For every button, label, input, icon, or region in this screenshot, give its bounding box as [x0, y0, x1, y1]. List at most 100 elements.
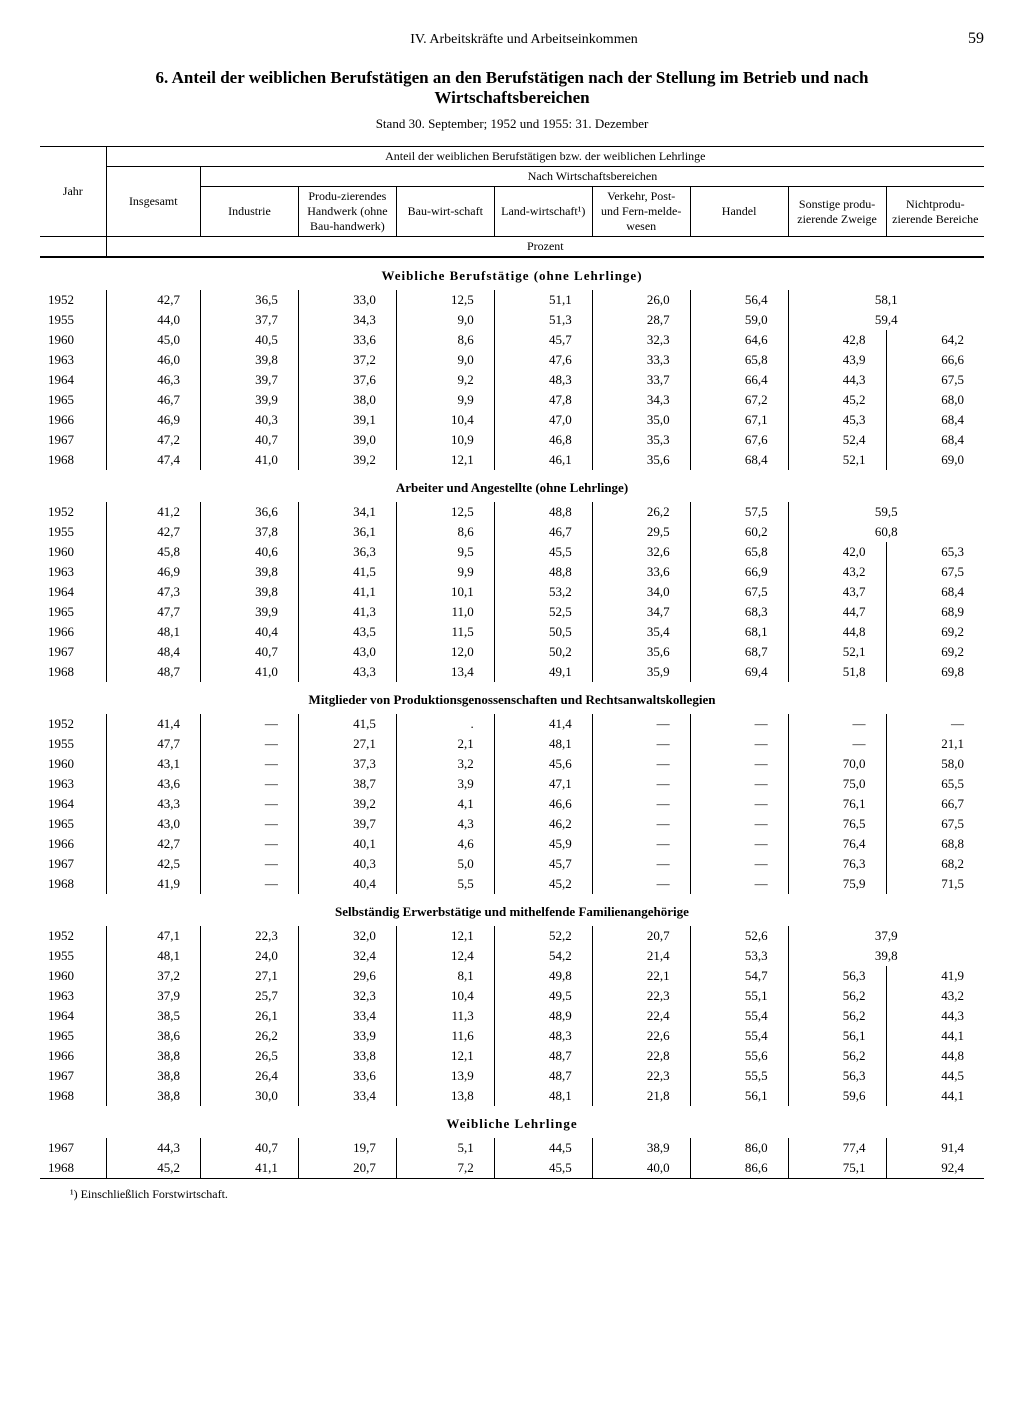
cell-value: 56,1	[788, 1026, 886, 1046]
footnote: ¹) Einschließlich Forstwirtschaft.	[40, 1187, 984, 1202]
table-row: 196841,9—40,45,545,2——75,971,5	[40, 874, 984, 894]
cell-value: —	[592, 754, 690, 774]
spanner-main: Anteil der weiblichen Berufstätigen bzw.…	[106, 147, 984, 167]
cell-value: 45,5	[494, 542, 592, 562]
cell-year: 1966	[40, 622, 106, 642]
cell-value: 56,3	[788, 1066, 886, 1086]
cell-value: 37,8	[200, 522, 298, 542]
cell-value: 67,2	[690, 390, 788, 410]
cell-year: 1955	[40, 734, 106, 754]
cell-value: 22,6	[592, 1026, 690, 1046]
cell-value: 41,9	[886, 966, 984, 986]
cell-year: 1964	[40, 794, 106, 814]
table-subtitle: Stand 30. September; 1952 und 1955: 31. …	[40, 116, 984, 132]
cell-value: —	[200, 854, 298, 874]
cell-value: 46,2	[494, 814, 592, 834]
table-row: 196045,040,533,68,645,732,364,642,864,2	[40, 330, 984, 350]
cell-value: 56,3	[788, 966, 886, 986]
cell-value: 65,5	[886, 774, 984, 794]
cell-value: 86,0	[690, 1138, 788, 1158]
cell-value: 46,7	[494, 522, 592, 542]
cell-value: 48,9	[494, 1006, 592, 1026]
cell-value: 68,2	[886, 854, 984, 874]
cell-year: 1960	[40, 754, 106, 774]
cell-value: 49,5	[494, 986, 592, 1006]
section-heading: Selbständig Erwerbstätige und mithelfend…	[40, 894, 984, 926]
chapter-title: IV. Arbeitskräfte und Arbeitseinkommen	[80, 32, 968, 48]
cell-insgesamt: 46,0	[106, 350, 200, 370]
cell-value: 33,0	[298, 290, 396, 310]
cell-year: 1963	[40, 562, 106, 582]
cell-value: 45,2	[788, 390, 886, 410]
cell-value: 66,6	[886, 350, 984, 370]
cell-value: 38,0	[298, 390, 396, 410]
table-row: 195547,7—27,12,148,1———21,1	[40, 734, 984, 754]
cell-value: 68,7	[690, 642, 788, 662]
cell-value: 21,8	[592, 1086, 690, 1106]
cell-value: 59,6	[788, 1086, 886, 1106]
table-row: 196443,3—39,24,146,6——76,166,7	[40, 794, 984, 814]
cell-value: —	[592, 814, 690, 834]
col-jahr: Jahr	[40, 147, 106, 237]
cell-year: 1952	[40, 502, 106, 522]
cell-value: —	[690, 774, 788, 794]
cell-value: 44,5	[494, 1138, 592, 1158]
cell-value: 40,3	[200, 410, 298, 430]
cell-year: 1966	[40, 1046, 106, 1066]
cell-value: 40,4	[200, 622, 298, 642]
cell-value: 67,6	[690, 430, 788, 450]
cell-insgesamt: 38,6	[106, 1026, 200, 1046]
cell-value: 38,9	[592, 1138, 690, 1158]
cell-year: 1952	[40, 926, 106, 946]
cell-value: 45,2	[494, 874, 592, 894]
cell-value: 27,1	[298, 734, 396, 754]
cell-value: 56,4	[690, 290, 788, 310]
cell-value: 65,3	[886, 542, 984, 562]
cell-value: 33,4	[298, 1006, 396, 1026]
cell-value: 44,3	[886, 1006, 984, 1026]
col-handel: Handel	[690, 187, 788, 237]
cell-value: 47,8	[494, 390, 592, 410]
cell-value: 44,1	[886, 1086, 984, 1106]
cell-value: 52,1	[788, 450, 886, 470]
cell-value: 69,8	[886, 662, 984, 682]
cell-value: 48,8	[494, 502, 592, 522]
cell-value: 40,5	[200, 330, 298, 350]
table-row: 196346,039,837,29,047,633,365,843,966,6	[40, 350, 984, 370]
cell-year: 1960	[40, 330, 106, 350]
cell-value: 51,8	[788, 662, 886, 682]
cell-year: 1965	[40, 390, 106, 410]
cell-year: 1963	[40, 350, 106, 370]
cell-merged: 58,1	[788, 290, 984, 310]
table-row: 196438,526,133,411,348,922,455,456,244,3	[40, 1006, 984, 1026]
cell-value: 4,1	[396, 794, 494, 814]
cell-value: 46,1	[494, 450, 592, 470]
cell-value: —	[690, 714, 788, 734]
cell-value: 40,3	[298, 854, 396, 874]
cell-value: 40,6	[200, 542, 298, 562]
cell-year: 1968	[40, 1086, 106, 1106]
col-handwerk: Produ-zierendes Handwerk (ohne Bau-handw…	[298, 187, 396, 237]
cell-value: 22,4	[592, 1006, 690, 1026]
cell-value: —	[592, 874, 690, 894]
cell-value: 48,3	[494, 1026, 592, 1046]
table-row: 196646,940,339,110,447,035,067,145,368,4	[40, 410, 984, 430]
table-row: 196037,227,129,68,149,822,154,756,341,9	[40, 966, 984, 986]
cell-value: 48,1	[494, 1086, 592, 1106]
cell-value: 65,8	[690, 350, 788, 370]
table-row: 196546,739,938,09,947,834,367,245,268,0	[40, 390, 984, 410]
cell-value: 66,4	[690, 370, 788, 390]
cell-value: 41,5	[298, 714, 396, 734]
cell-value: 5,1	[396, 1138, 494, 1158]
cell-value: 22,3	[592, 986, 690, 1006]
cell-value: 56,1	[690, 1086, 788, 1106]
cell-year: 1966	[40, 834, 106, 854]
cell-value: 69,4	[690, 662, 788, 682]
cell-insgesamt: 43,0	[106, 814, 200, 834]
cell-value: 46,8	[494, 430, 592, 450]
cell-value: 68,4	[886, 430, 984, 450]
cell-value: 68,1	[690, 622, 788, 642]
cell-insgesamt: 47,7	[106, 602, 200, 622]
table-row: 196447,339,841,110,153,234,067,543,768,4	[40, 582, 984, 602]
cell-value: 45,7	[494, 330, 592, 350]
